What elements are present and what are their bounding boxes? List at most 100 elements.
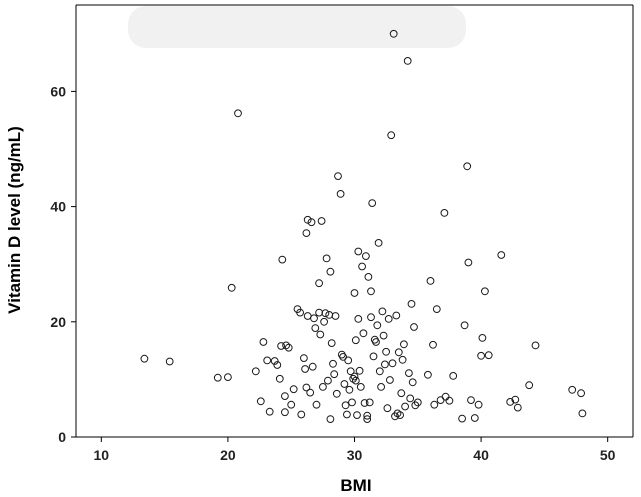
data-point	[513, 403, 522, 412]
data-point	[348, 398, 356, 407]
data-point	[300, 354, 308, 363]
y-tick-label: 60	[50, 83, 66, 99]
data-point	[284, 343, 293, 352]
data-point	[324, 376, 332, 385]
data-point	[506, 398, 515, 406]
data-point	[310, 314, 318, 323]
data-point	[578, 409, 587, 418]
data-point	[373, 321, 382, 330]
data-point	[224, 373, 232, 382]
data-point	[379, 331, 388, 340]
data-point	[344, 356, 353, 365]
axes	[75, 4, 634, 438]
data-point	[406, 394, 415, 403]
data-point	[372, 338, 380, 346]
y-tick-label: 20	[50, 314, 66, 330]
data-point	[316, 330, 325, 339]
data-point	[326, 415, 335, 424]
data-point	[270, 357, 279, 365]
data-point	[375, 367, 384, 376]
data-point	[577, 389, 585, 398]
data-point	[315, 308, 324, 317]
x-axis-title: BMI	[340, 476, 371, 495]
data-point	[308, 362, 317, 371]
data-point	[449, 372, 458, 380]
data-point	[351, 376, 360, 385]
data-point	[278, 255, 287, 264]
x-tick-label: 50	[600, 447, 616, 463]
data-point	[275, 374, 284, 383]
data-points	[140, 29, 587, 424]
data-point	[227, 283, 236, 292]
data-point	[213, 373, 222, 382]
data-point	[374, 239, 383, 247]
data-point	[497, 251, 506, 259]
data-point	[345, 385, 354, 394]
data-point	[484, 351, 493, 360]
data-point	[319, 383, 327, 391]
data-point	[365, 398, 374, 407]
data-point	[343, 410, 351, 419]
data-point	[381, 360, 389, 369]
data-point	[400, 340, 408, 349]
data-point	[511, 395, 520, 404]
data-point	[354, 315, 363, 323]
data-point	[377, 383, 386, 391]
data-point	[386, 376, 394, 384]
data-point	[413, 398, 422, 407]
data-point	[297, 410, 306, 419]
data-point	[315, 279, 324, 288]
data-point	[368, 199, 377, 208]
data-point	[463, 162, 472, 171]
data-point	[568, 385, 577, 394]
data-point	[440, 209, 449, 217]
data-point	[460, 321, 469, 330]
data-point	[326, 267, 335, 276]
data-point	[346, 367, 355, 376]
x-tick-label: 20	[220, 447, 236, 463]
data-point	[321, 309, 330, 318]
data-point	[358, 262, 367, 271]
data-point	[441, 392, 450, 401]
data-point	[445, 396, 454, 405]
data-point	[281, 408, 289, 417]
data-point	[301, 365, 310, 373]
data-point	[382, 347, 391, 356]
data-point	[410, 323, 418, 331]
data-point	[334, 172, 342, 181]
data-point	[289, 385, 298, 394]
data-point	[336, 190, 345, 198]
data-point	[403, 57, 412, 65]
data-point	[397, 389, 406, 398]
data-point	[303, 312, 312, 320]
data-point	[429, 340, 437, 349]
x-tick-label: 30	[347, 447, 363, 463]
data-point	[378, 307, 387, 316]
data-point	[364, 273, 373, 281]
data-point	[350, 289, 359, 297]
data-point	[273, 361, 282, 369]
data-point	[396, 411, 405, 420]
data-point	[363, 411, 372, 420]
data-point	[302, 229, 311, 238]
y-tick-label: 40	[50, 199, 66, 215]
data-point	[341, 401, 350, 410]
data-point	[407, 300, 416, 308]
data-point	[430, 400, 439, 409]
x-ticks: 10 20 30 40 50	[94, 437, 616, 463]
data-point	[369, 352, 378, 361]
data-point	[322, 254, 331, 263]
data-point	[311, 324, 320, 333]
data-point	[332, 389, 341, 398]
data-point	[389, 29, 398, 38]
data-point	[356, 383, 365, 391]
data-point	[234, 109, 242, 118]
data-point	[251, 367, 260, 376]
data-point	[277, 342, 286, 350]
data-point	[363, 415, 372, 424]
data-point	[355, 366, 364, 375]
data-point	[354, 247, 363, 256]
data-point	[478, 334, 487, 342]
data-point	[287, 400, 296, 409]
